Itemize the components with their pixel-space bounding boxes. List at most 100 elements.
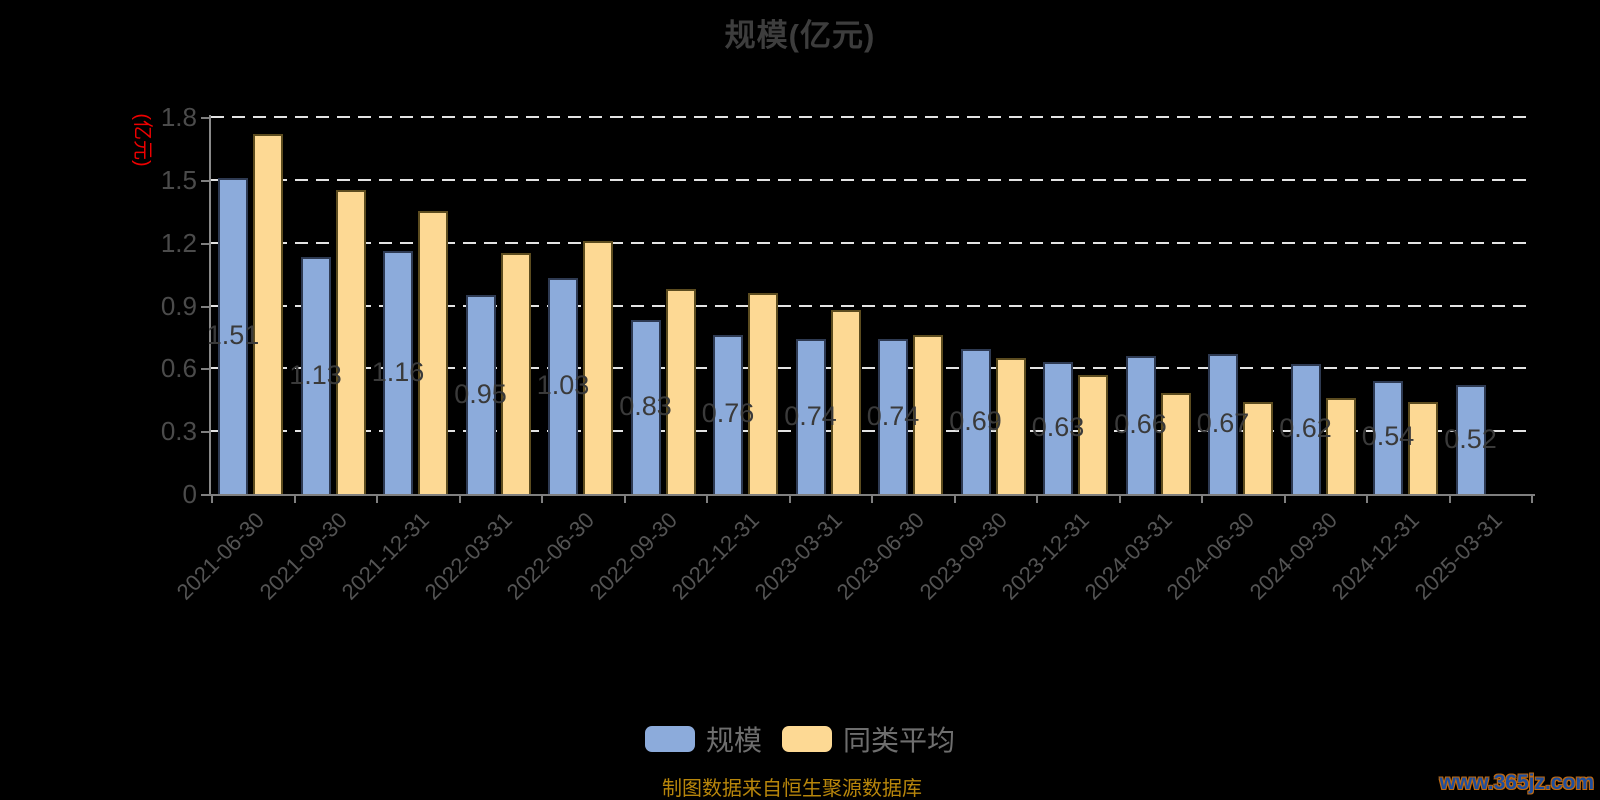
x-axis-tick <box>1531 496 1533 503</box>
x-axis-tick <box>623 496 626 503</box>
x-axis-label-2024-12-31: 2024-12-31 <box>1326 507 1425 605</box>
bar-value-label: 0.66 <box>1114 408 1167 439</box>
bar-scale-2025-03-31[interactable] <box>1455 385 1486 494</box>
x-axis-label-2023-12-31: 2023-12-31 <box>996 507 1095 605</box>
y-axis-tick <box>201 305 209 308</box>
bar-scale-2022-06-30[interactable] <box>548 278 578 494</box>
bar-scale-2023-06-30[interactable] <box>878 339 908 494</box>
x-axis-label-2024-03-31: 2024-03-31 <box>1079 507 1177 605</box>
bar-value-label: 1.03 <box>536 370 590 401</box>
bar-scale-2021-06-30[interactable] <box>218 177 248 494</box>
bar-peer-average-2024-03-31[interactable] <box>1160 393 1191 494</box>
bar-peer-average-2024-09-30[interactable] <box>1325 397 1356 494</box>
bar-scale-2022-03-31[interactable] <box>465 295 496 494</box>
bar-value-label: 0.67 <box>1196 407 1250 438</box>
bar-scale-2022-09-30[interactable] <box>630 320 661 494</box>
x-axis-tick <box>211 496 213 503</box>
bar-scale-2021-09-30[interactable] <box>300 257 331 494</box>
chart-title: 规模(亿元) <box>724 18 876 53</box>
y-axis-tick <box>201 117 209 119</box>
data-source-caption: 制图数据来自恒生聚源数据库 <box>662 778 922 800</box>
bar-scale-2024-09-30[interactable] <box>1290 364 1321 494</box>
x-axis-tick <box>1283 496 1286 503</box>
bar-peer-average-2022-09-30[interactable] <box>665 288 696 494</box>
y-axis-tick <box>201 242 209 245</box>
x-axis-tick <box>1448 496 1451 503</box>
legend-item-scale[interactable]: 规模 <box>644 719 762 759</box>
x-axis-tick <box>293 496 296 503</box>
bar-peer-average-2022-03-31[interactable] <box>500 253 531 494</box>
bar-peer-average-2021-09-30[interactable] <box>335 190 366 494</box>
bar-peer-average-2023-03-31[interactable] <box>830 309 861 494</box>
x-axis-label-2022-03-31: 2022-03-31 <box>419 507 517 605</box>
x-axis-label-2022-09-30: 2022-09-30 <box>584 507 682 605</box>
bar-value-label: 0.54 <box>1361 421 1415 452</box>
gridline <box>211 241 1531 244</box>
x-axis-label-2022-06-30: 2022-06-30 <box>501 507 600 605</box>
bar-scale-2021-12-31[interactable] <box>383 251 413 494</box>
y-axis-tick-label: 0.6 <box>160 353 197 384</box>
bar-peer-average-2023-09-30[interactable] <box>995 357 1026 494</box>
x-axis-label-2022-12-31: 2022-12-31 <box>666 507 765 605</box>
x-axis-tick <box>1201 496 1203 503</box>
bar-peer-average-2024-06-30[interactable] <box>1243 401 1273 494</box>
bar-peer-average-2023-12-31[interactable] <box>1078 374 1108 494</box>
bar-value-label: 0.69 <box>949 405 1002 436</box>
bar-peer-average-2022-06-30[interactable] <box>583 240 613 494</box>
bar-peer-average-2021-12-31[interactable] <box>418 211 448 494</box>
bar-value-label: 0.74 <box>866 400 920 431</box>
y-axis-tick-label: 0.3 <box>160 416 197 447</box>
bar-value-label: 0.63 <box>1031 412 1085 443</box>
legend-swatch-scale <box>644 726 695 752</box>
x-axis-tick <box>1036 496 1038 503</box>
y-axis-unit-label: (亿元) <box>131 113 153 167</box>
bar-peer-average-2024-12-31[interactable] <box>1408 401 1438 494</box>
legend: 规模 同类平均 <box>0 719 1600 759</box>
x-axis-tick <box>953 496 956 503</box>
y-axis-tick <box>201 368 209 371</box>
legend-label-scale: 规模 <box>705 725 762 756</box>
x-axis-label-2025-03-31: 2025-03-31 <box>1409 507 1507 605</box>
x-axis-label-2024-09-30: 2024-09-30 <box>1244 507 1342 605</box>
gridline <box>211 430 1531 433</box>
y-axis-tick <box>201 179 209 182</box>
bar-value-label: 1.51 <box>206 319 260 350</box>
bar-peer-average-2023-06-30[interactable] <box>913 334 943 494</box>
bar-scale-2022-12-31[interactable] <box>713 334 743 494</box>
bar-scale-2024-03-31[interactable] <box>1125 355 1156 494</box>
x-axis-label-2021-06-30: 2021-06-30 <box>171 507 270 605</box>
x-axis-tick <box>376 496 378 503</box>
x-axis-tick <box>788 496 791 503</box>
x-axis-tick <box>458 496 461 503</box>
x-axis-label-2024-06-30: 2024-06-30 <box>1161 507 1260 605</box>
bar-scale-2023-03-31[interactable] <box>795 339 826 494</box>
bar-value-label: 0.76 <box>701 398 755 429</box>
bar-value-label: 0.52 <box>1444 423 1497 454</box>
bar-scale-2024-12-31[interactable] <box>1373 380 1403 494</box>
bar-value-label: 0.95 <box>454 378 507 409</box>
x-axis-label-2021-12-31: 2021-12-31 <box>336 507 435 605</box>
y-axis-tick-label: 1.2 <box>160 227 197 258</box>
bar-peer-average-2021-06-30[interactable] <box>253 133 283 494</box>
x-axis-tick <box>1118 496 1121 503</box>
bar-value-label: 0.74 <box>784 400 837 431</box>
y-axis-line <box>209 115 211 496</box>
bar-scale-2023-09-30[interactable] <box>960 349 991 494</box>
x-axis-tick <box>1366 496 1368 503</box>
legend-swatch-peer-average <box>782 726 832 752</box>
x-axis-tick <box>871 496 873 503</box>
gridline <box>211 178 1531 181</box>
bar-peer-average-2022-12-31[interactable] <box>748 292 778 494</box>
x-axis-label-2023-09-30: 2023-09-30 <box>914 507 1012 605</box>
y-axis-tick-label: 0.9 <box>160 290 197 321</box>
y-axis-tick-label: 0 <box>182 479 197 509</box>
bar-scale-2023-12-31[interactable] <box>1043 362 1073 494</box>
x-axis-tick <box>541 496 543 503</box>
legend-item-peer-average[interactable]: 同类平均 <box>782 719 955 759</box>
legend-label-peer-average: 同类平均 <box>843 725 956 756</box>
watermark-link[interactable]: www.365jz.com <box>1439 771 1594 794</box>
bar-scale-2024-06-30[interactable] <box>1208 353 1238 494</box>
x-axis-line <box>209 494 1535 496</box>
gridline <box>211 116 1531 118</box>
